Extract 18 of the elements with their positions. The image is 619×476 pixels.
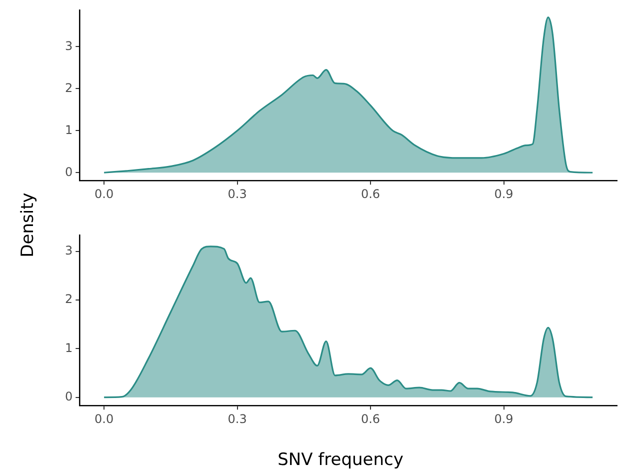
y-tick-label: 0 [64, 389, 73, 404]
y-tick-label: 1 [64, 340, 73, 355]
y-tick-label: 2 [64, 80, 73, 95]
x-tick-label: 0.6 [360, 186, 380, 201]
x-tick-label: 0.3 [228, 412, 247, 426]
y-tick-label: 3 [64, 38, 73, 53]
x-tick-label: 0.9 [494, 412, 514, 426]
y-tick-label: 0 [64, 164, 73, 179]
x-tick-label: 0.9 [494, 186, 514, 201]
y-tick-label: 3 [64, 243, 73, 258]
y-tick-label: 2 [64, 292, 73, 306]
y-tick-label: 1 [64, 122, 73, 137]
x-tick-label: 0.3 [228, 186, 247, 201]
x-tick-label: 0.0 [94, 412, 114, 426]
y-axis-title: Density [18, 192, 38, 260]
x-tick-label: 0.6 [360, 412, 380, 426]
x-axis-title: SNV frequency [276, 450, 404, 470]
x-tick-label: 0.0 [94, 186, 114, 201]
